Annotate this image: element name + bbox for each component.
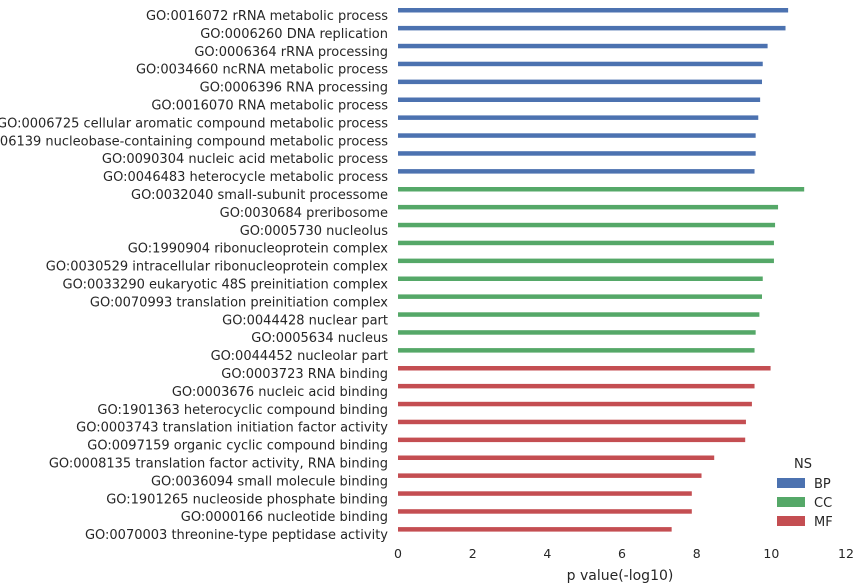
bar-26 bbox=[398, 455, 715, 460]
category-label: GO:0005730 nucleolus bbox=[240, 224, 389, 239]
bar-3 bbox=[398, 43, 768, 49]
category-label: GO:0006396 RNA processing bbox=[200, 81, 388, 96]
category-label: GO:0033290 eukaryotic 48S preinitiation … bbox=[63, 278, 389, 293]
category-label: GO:0034660 ncRNA metabolic process bbox=[136, 63, 388, 78]
bar-28 bbox=[398, 491, 692, 496]
legend: NS BP CC MF bbox=[777, 457, 833, 530]
bar-9 bbox=[398, 151, 756, 156]
x-axis-ticks: 0 2 4 6 8 10 12 bbox=[394, 546, 854, 561]
legend-label-mf: MF bbox=[814, 515, 833, 530]
x-tick-label: 0 bbox=[394, 546, 402, 561]
category-label: GO:0006260 DNA replication bbox=[200, 27, 388, 42]
category-label: GO:0003676 nucleic acid binding bbox=[172, 385, 388, 400]
bar-20 bbox=[398, 348, 755, 353]
category-label: GO:0016072 rRNA metabolic process bbox=[146, 9, 388, 24]
bar-5 bbox=[398, 79, 762, 85]
bar-11 bbox=[398, 187, 805, 192]
bar-6 bbox=[398, 97, 761, 102]
bar-15 bbox=[398, 258, 774, 264]
bar-19 bbox=[398, 330, 756, 335]
category-label: GO:0030684 preribosome bbox=[220, 206, 388, 221]
category-label: GO:0070003 threonine-type peptidase acti… bbox=[85, 528, 388, 543]
bar-18 bbox=[398, 312, 760, 317]
bar-8 bbox=[398, 133, 756, 138]
category-label: GO:0003743 translation initiation factor… bbox=[76, 421, 388, 436]
x-tick-label: 12 bbox=[838, 546, 854, 561]
bars-group bbox=[398, 8, 805, 532]
bar-25 bbox=[398, 437, 746, 443]
category-label: GO:0046483 heterocycle metabolic process bbox=[103, 170, 388, 185]
bar-24 bbox=[398, 419, 746, 425]
category-label: GO:1901265 nucleoside phosphate binding bbox=[106, 492, 388, 507]
category-label: GO:0044452 nucleolar part bbox=[211, 349, 388, 364]
category-label: GO:0000166 nucleotide binding bbox=[181, 510, 388, 525]
bar-17 bbox=[398, 294, 762, 299]
bar-22 bbox=[398, 383, 755, 389]
category-label: GO:0016070 RNA metabolic process bbox=[151, 99, 388, 114]
bar-10 bbox=[398, 169, 755, 174]
category-label: GO:0090304 nucleic acid metabolic proces… bbox=[102, 152, 388, 167]
bar-27 bbox=[398, 473, 702, 478]
category-label: GO:0030529 intracellular ribonucleoprote… bbox=[46, 260, 389, 275]
legend-title: NS bbox=[794, 457, 812, 472]
category-label: GO:0006139 nucleobase-containing compoun… bbox=[0, 134, 388, 149]
category-label: GO:0006725 cellular aromatic compound me… bbox=[0, 116, 388, 131]
category-label: GO:0044428 nuclear part bbox=[222, 313, 388, 328]
bar-1 bbox=[398, 8, 789, 13]
bar-21 bbox=[398, 366, 771, 371]
category-label: GO:0008135 translation factor activity, … bbox=[49, 457, 388, 472]
bar-30 bbox=[398, 527, 672, 532]
x-tick-label: 6 bbox=[618, 546, 626, 561]
x-tick-label: 10 bbox=[763, 546, 779, 561]
legend-label-cc: CC bbox=[814, 496, 832, 511]
x-tick-label: 4 bbox=[543, 546, 551, 561]
category-label: GO:0036094 small molecule binding bbox=[151, 474, 388, 489]
category-label: GO:1901363 heterocyclic compound binding bbox=[97, 403, 388, 418]
legend-label-bp: BP bbox=[814, 477, 831, 492]
bar-23 bbox=[398, 401, 752, 407]
bar-14 bbox=[398, 240, 774, 246]
category-label: GO:0097159 organic cyclic compound bindi… bbox=[87, 439, 388, 454]
category-label: GO:0006364 rRNA processing bbox=[194, 45, 388, 60]
category-label: GO:0070993 translation preinitiation com… bbox=[90, 295, 388, 310]
category-label: GO:0003723 RNA binding bbox=[221, 367, 388, 382]
category-label: GO:0032040 small-subunit processome bbox=[131, 188, 388, 203]
legend-swatch-bp bbox=[777, 478, 805, 488]
category-label: GO:1990904 ribonucleoprotein complex bbox=[128, 242, 389, 257]
category-label: GO:0005634 nucleus bbox=[251, 331, 388, 346]
bar-2 bbox=[398, 25, 786, 31]
bar-16 bbox=[398, 276, 763, 281]
legend-swatch-mf bbox=[777, 516, 805, 526]
bar-4 bbox=[398, 61, 763, 67]
x-axis-label: p value(-log10) bbox=[567, 568, 674, 584]
legend-swatch-cc bbox=[777, 497, 805, 507]
bar-29 bbox=[398, 509, 692, 514]
category-labels: GO:0016072 rRNA metabolic process GO:0006… bbox=[0, 9, 388, 543]
bar-13 bbox=[398, 222, 776, 228]
bar-7 bbox=[398, 115, 759, 120]
bar-12 bbox=[398, 204, 779, 210]
x-tick-label: 8 bbox=[693, 546, 701, 561]
x-tick-label: 2 bbox=[469, 546, 477, 561]
